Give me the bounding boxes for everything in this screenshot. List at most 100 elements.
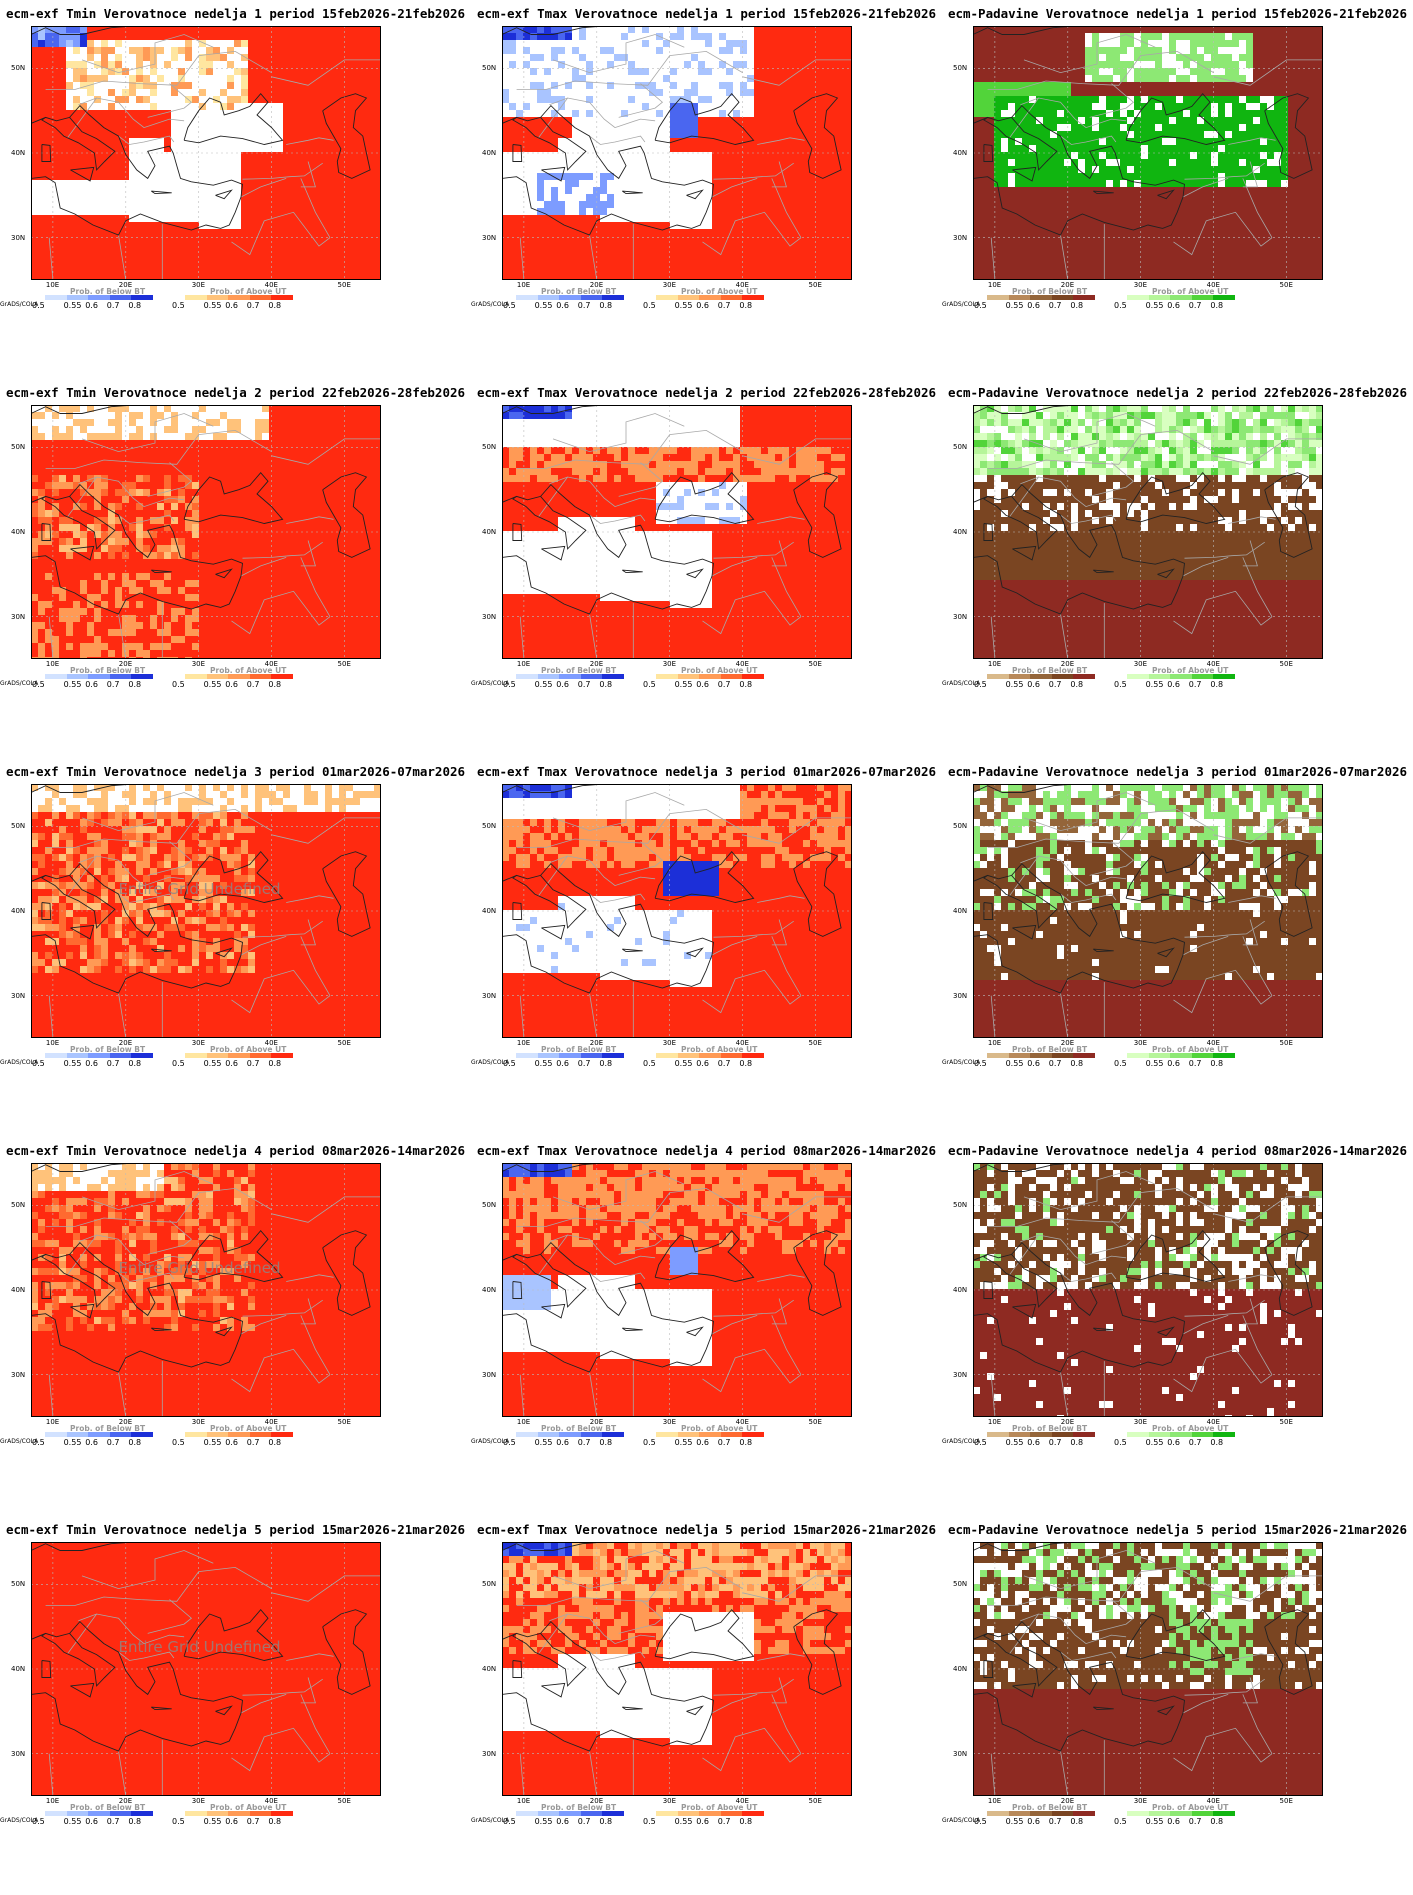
colorbar-title-below: Prob. of Below BT xyxy=(70,287,145,296)
colorbar-level-label: 0.5 xyxy=(974,680,987,689)
colorbar-level-label: 0.5 xyxy=(974,1817,987,1826)
colorbar-swatch xyxy=(66,674,89,679)
colorbar-title-below: Prob. of Below BT xyxy=(1012,1045,1087,1054)
colorbar-swatch xyxy=(559,1053,581,1058)
lat-tick-label: 50N xyxy=(482,822,496,830)
colorbar-swatch xyxy=(1148,674,1171,679)
colorbar-swatch xyxy=(185,1053,207,1058)
lat-tick-label: 30N xyxy=(953,234,967,242)
map-panel-r2c3: ecm-Padavine Verovatnoce nedelja 2 perio… xyxy=(942,379,1413,758)
colorbar-swatch xyxy=(1051,1432,1074,1437)
map-panel-r4c2: ecm-exf Tmax Verovatnoce nedelja 4 perio… xyxy=(471,1137,942,1516)
colorbar-swatch xyxy=(987,1053,1009,1058)
colorbar-below xyxy=(45,295,153,300)
colorbar-level-label: 0.7 xyxy=(718,301,731,310)
lon-tick-label: 30E xyxy=(192,1418,205,1426)
colorbar-swatch xyxy=(699,674,721,679)
map-frame xyxy=(973,405,1323,659)
grads-credit: GrADS/COLA xyxy=(471,680,509,687)
colorbar-title-above: Prob. of Above UT xyxy=(681,287,757,296)
colorbar-level-label: 0.55 xyxy=(535,680,553,689)
colorbar-level-label: 0.7 xyxy=(107,1817,120,1826)
graticule xyxy=(31,405,381,659)
colorbar-title-above: Prob. of Above UT xyxy=(1152,1045,1228,1054)
colorbar-level-label: 0.7 xyxy=(578,1438,591,1447)
country-borders xyxy=(516,792,852,1038)
colorbar-swatch xyxy=(1008,1811,1031,1816)
colorbar-level-label: 0.5 xyxy=(32,680,45,689)
lon-tick-label: 10E xyxy=(46,1797,59,1805)
colorbar-swatch xyxy=(228,1811,250,1816)
colorbar-level-label: 0.8 xyxy=(1210,1059,1223,1068)
probability-map xyxy=(502,784,852,1038)
colorbar-swatch xyxy=(516,1811,538,1816)
colorbar-swatch xyxy=(580,1811,603,1816)
colorbar-swatch xyxy=(699,295,721,300)
map-panel-r5c2: ecm-exf Tmax Verovatnoce nedelja 5 perio… xyxy=(471,1516,942,1895)
colorbar-swatch xyxy=(537,1811,560,1816)
map-panel-r4c1: ecm-exf Tmin Verovatnoce nedelja 4 perio… xyxy=(0,1137,471,1516)
colorbar-level-label: 0.6 xyxy=(556,1059,569,1068)
colorbar-swatch xyxy=(1148,1811,1171,1816)
map-frame xyxy=(31,784,381,1038)
colorbar-level-label: 0.5 xyxy=(172,1059,185,1068)
colorbar-level-label: 0.6 xyxy=(1027,680,1040,689)
lat-tick-label: 50N xyxy=(11,64,25,72)
colorbar-level-label: 0.5 xyxy=(974,1059,987,1068)
colorbar-below xyxy=(987,1053,1095,1058)
lon-tick-label: 20E xyxy=(1061,1797,1074,1805)
colorbar-title-above: Prob. of Above UT xyxy=(681,666,757,675)
colorbar-swatch xyxy=(88,674,110,679)
colorbar-swatch xyxy=(987,674,1009,679)
lon-tick-label: 50E xyxy=(809,660,822,668)
colorbar-level-label: 0.7 xyxy=(718,680,731,689)
colorbar-swatch xyxy=(185,295,207,300)
lat-tick-label: 50N xyxy=(11,1580,25,1588)
probability-field xyxy=(31,405,381,659)
colorbar-level-label: 0.6 xyxy=(696,680,709,689)
lat-tick-label: 30N xyxy=(482,613,496,621)
colorbar-level-label: 0.7 xyxy=(247,1059,260,1068)
colorbar-level-label: 0.8 xyxy=(128,1059,141,1068)
colorbar-above xyxy=(185,1811,293,1816)
colorbar-swatch xyxy=(559,295,581,300)
colorbar-level-label: 0.5 xyxy=(503,1817,516,1826)
map-frame xyxy=(973,26,1323,280)
colorbar-swatch xyxy=(720,1053,743,1058)
colorbar-title-below: Prob. of Below BT xyxy=(1012,287,1087,296)
lon-tick-label: 50E xyxy=(1280,1418,1293,1426)
panel-title: ecm-exf Tmax Verovatnoce nedelja 1 perio… xyxy=(471,6,942,21)
probability-field xyxy=(502,26,852,280)
probability-field xyxy=(973,26,1323,280)
colorbar-swatch xyxy=(656,1053,678,1058)
colorbar-level-label: 0.5 xyxy=(974,1438,987,1447)
panel-title: ecm-Padavine Verovatnoce nedelja 4 perio… xyxy=(942,1143,1413,1158)
panel-title: ecm-exf Tmin Verovatnoce nedelja 3 perio… xyxy=(0,764,471,779)
colorbar-swatch xyxy=(109,295,132,300)
map-frame xyxy=(502,1163,852,1417)
lon-tick-label: 40E xyxy=(736,281,749,289)
colorbar-swatch xyxy=(602,674,624,679)
colorbar-below xyxy=(516,1432,624,1437)
panel-title: ecm-exf Tmax Verovatnoce nedelja 4 perio… xyxy=(471,1143,942,1158)
colorbar-swatch xyxy=(987,1811,1009,1816)
colorbar-level-label: 0.6 xyxy=(1027,1059,1040,1068)
lon-tick-label: 30E xyxy=(1134,281,1147,289)
grads-credit: GrADS/COLA xyxy=(942,680,980,687)
colorbar-swatch xyxy=(1170,1811,1192,1816)
probability-map xyxy=(502,1542,852,1796)
colorbar-swatch xyxy=(1170,674,1192,679)
colorbar-level-label: 0.55 xyxy=(64,680,82,689)
colorbar-level-label: 0.7 xyxy=(247,301,260,310)
map-panel-r3c3: ecm-Padavine Verovatnoce nedelja 3 perio… xyxy=(942,758,1413,1137)
colorbar-level-label: 0.8 xyxy=(599,1438,612,1447)
panel-title: ecm-Padavine Verovatnoce nedelja 1 perio… xyxy=(942,6,1413,21)
colorbar-level-label: 0.5 xyxy=(643,1817,656,1826)
graticule xyxy=(973,26,1323,280)
map-frame xyxy=(502,405,852,659)
colorbar-level-label: 0.8 xyxy=(1210,301,1223,310)
colorbar-level-label: 0.55 xyxy=(675,1817,693,1826)
lat-tick-label: 30N xyxy=(482,1371,496,1379)
colorbar-level-label: 0.5 xyxy=(503,1059,516,1068)
lat-tick-label: 40N xyxy=(11,907,25,915)
